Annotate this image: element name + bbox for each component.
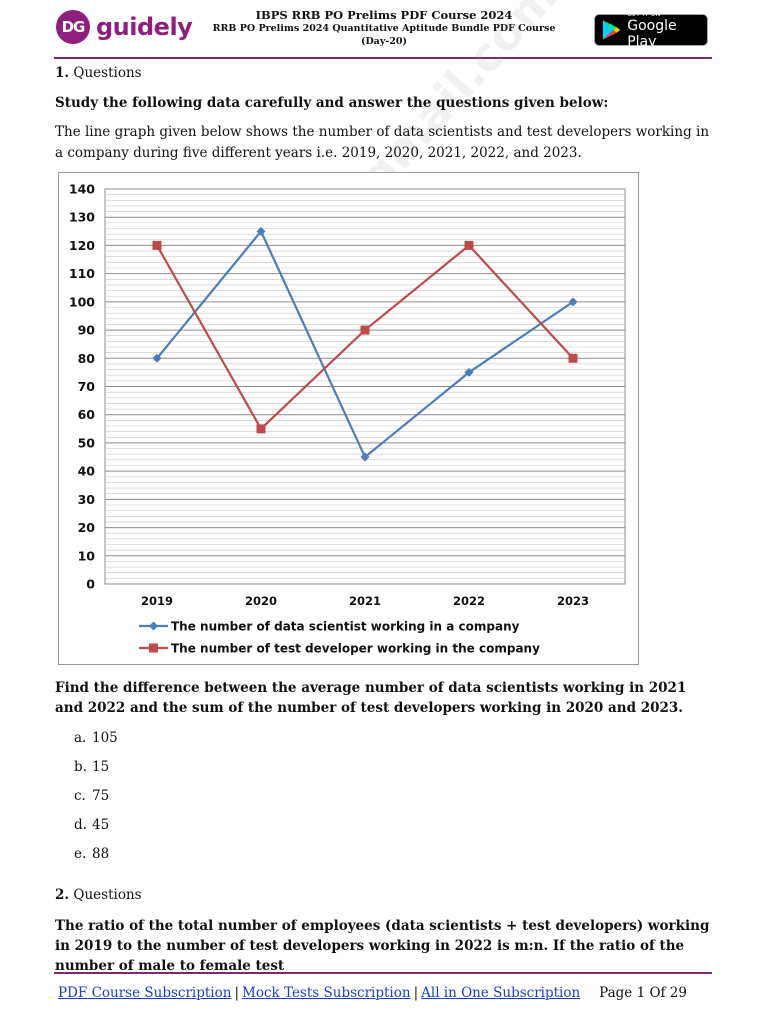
question-1-heading: 1. Questions xyxy=(55,65,142,81)
chart-svg: 0 10 20 30 40 50 60 70 80 90 100 110 120 130 140 2019 20… xyxy=(69,182,626,656)
legend-label: The number of test developer working in … xyxy=(171,642,540,656)
data-point xyxy=(152,353,162,363)
x-tick-label: 2022 xyxy=(453,594,485,608)
y-tick-label: 140 xyxy=(69,182,95,197)
y-tick-label: 0 xyxy=(86,577,95,592)
option-4[interactable]: d. 45 xyxy=(74,815,118,844)
data-point xyxy=(256,424,266,434)
data-point xyxy=(152,240,162,250)
data-point xyxy=(256,226,266,236)
y-tick-label: 110 xyxy=(69,266,95,281)
question-1-text: Find the difference between the average … xyxy=(55,680,687,716)
data-point xyxy=(360,452,370,462)
data-point xyxy=(464,240,474,250)
option-text: 105 xyxy=(92,730,118,746)
question-2-number: 2. xyxy=(55,887,70,903)
x-tick-label: 2019 xyxy=(141,594,173,608)
pdf-course-link[interactable]: PDF Course Subscription xyxy=(58,985,232,1001)
option-2[interactable]: b. 15 xyxy=(74,757,118,786)
y-tick-label: 30 xyxy=(78,492,96,507)
footer-divider xyxy=(54,972,712,974)
footer-separator: | xyxy=(234,985,239,1001)
all-in-one-link[interactable]: All in One Subscription xyxy=(421,985,581,1001)
y-tick-label: 10 xyxy=(78,548,96,563)
option-text: 75 xyxy=(92,788,110,804)
store-small-label: GET IT ON xyxy=(627,10,661,18)
option-text: 15 xyxy=(92,759,110,775)
store-big-label: Google Play xyxy=(627,17,677,50)
option-letter: c. xyxy=(74,788,86,804)
legend-marker xyxy=(149,621,158,631)
x-tick-label: 2021 xyxy=(349,594,381,608)
course-title: IBPS RRB PO Prelims PDF Course 2024 xyxy=(255,8,513,22)
header-divider xyxy=(54,57,712,59)
page-header: DG guidely IBPS RRB PO Prelims PDF Cours… xyxy=(0,0,768,59)
answer-options: a. 105 b. 15 c. 75 d. 45 e. 88 xyxy=(74,728,118,873)
x-tick-label: 2020 xyxy=(245,594,277,608)
question-2-heading-text: Questions xyxy=(73,887,142,903)
bundle-title: RRB PO Prelims 2024 Quantitative Aptitud… xyxy=(212,23,556,34)
legend-label: The number of data scientist working in … xyxy=(171,620,520,634)
option-letter: d. xyxy=(74,817,87,833)
logo-text: guidely xyxy=(96,13,193,41)
question-1-heading-text: Questions xyxy=(73,65,142,81)
question-2-text: The ratio of the total number of employe… xyxy=(55,918,710,974)
y-tick-label: 130 xyxy=(69,210,95,225)
option-3[interactable]: c. 75 xyxy=(74,786,118,815)
data-point xyxy=(568,297,578,307)
footer-separator: | xyxy=(413,985,419,1001)
legend-marker xyxy=(149,643,158,653)
y-tick-label: 100 xyxy=(69,294,95,309)
day-label: (Day-20) xyxy=(360,36,408,47)
google-play-badge[interactable]: GET IT ON Google Play xyxy=(594,10,708,50)
x-tick-label: 2023 xyxy=(557,594,589,608)
y-tick-label: 80 xyxy=(78,351,96,366)
mock-tests-link[interactable]: Mock Tests Subscription xyxy=(242,985,411,1001)
google-play-icon xyxy=(602,20,621,40)
guidely-logo[interactable]: DG guidely xyxy=(56,10,193,44)
option-letter: b. xyxy=(74,759,87,775)
y-tick-label: 40 xyxy=(78,464,96,479)
chart-description: The line graph given below shows the num… xyxy=(55,124,710,161)
option-1[interactable]: a. 105 xyxy=(74,728,118,757)
instruction-text: Study the following data carefully and a… xyxy=(55,95,609,111)
question-2-heading: 2. Questions xyxy=(55,887,142,903)
y-tick-label: 90 xyxy=(78,323,96,338)
question-1-number: 1. xyxy=(55,65,70,81)
page-footer: PDF Course Subscription | Mock Tests Subsc… xyxy=(58,985,708,1001)
option-letter: a. xyxy=(74,730,87,746)
option-text: 88 xyxy=(92,846,110,862)
data-point xyxy=(568,353,578,363)
y-tick-label: 50 xyxy=(78,435,96,450)
y-tick-label: 20 xyxy=(78,520,96,535)
y-tick-label: 120 xyxy=(69,238,95,253)
line-chart: 0 10 20 30 40 50 60 70 80 90 100 110 120 130 140 2019 20… xyxy=(58,172,639,665)
option-5[interactable]: e. 88 xyxy=(74,844,118,873)
logo-badge: DG xyxy=(56,10,90,44)
data-point xyxy=(360,325,370,335)
page-number: Page 1 Of 29 xyxy=(599,985,687,1001)
option-letter: e. xyxy=(74,846,87,862)
y-tick-label: 70 xyxy=(78,379,96,394)
option-text: 45 xyxy=(92,817,110,833)
data-point xyxy=(464,367,474,377)
y-tick-label: 60 xyxy=(78,407,96,422)
header-titles: IBPS RRB PO Prelims PDF Course 2024 RRB … xyxy=(200,9,568,48)
